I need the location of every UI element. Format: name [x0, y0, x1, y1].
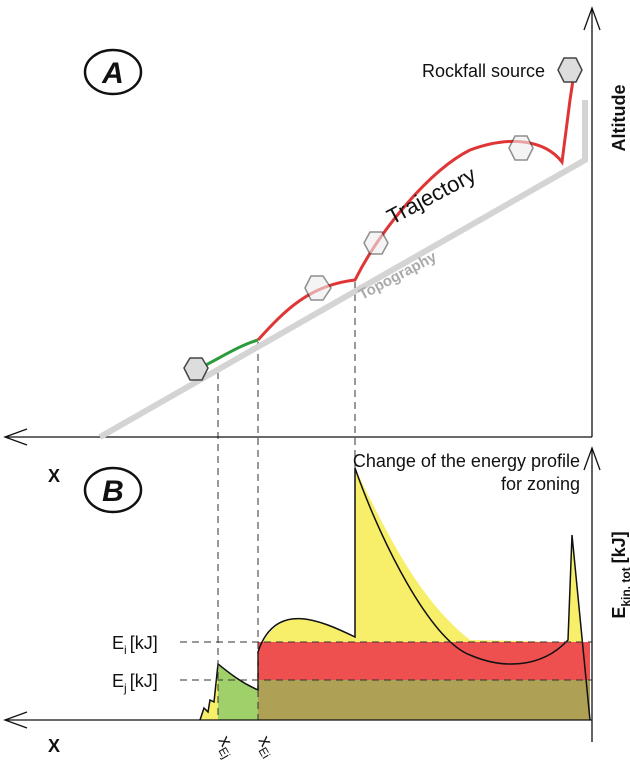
panel-label: B	[102, 475, 124, 508]
zone-high	[258, 642, 590, 680]
topography-line	[98, 100, 588, 440]
zone-mid	[258, 680, 590, 720]
trajectory-label: Trajectory	[383, 162, 480, 230]
x-ej-label: xEj	[211, 732, 242, 761]
x-axis-label: X	[48, 736, 60, 756]
rocks	[183, 57, 583, 381]
energy-area	[200, 668, 218, 720]
note: Change of the energy profile	[353, 451, 580, 471]
y-axis-label: Altitude	[609, 85, 629, 152]
source-label: Rockfall source	[422, 61, 545, 81]
y-axis-label: Ekin, tot[kJ]	[609, 531, 630, 618]
trajectory	[256, 79, 575, 342]
zone-low	[218, 664, 258, 720]
note: for zoning	[501, 474, 580, 494]
ej-label: Ej [kJ]	[112, 671, 158, 695]
panel-label: A	[101, 57, 124, 90]
x-axis-label: X	[48, 466, 60, 486]
energy-curve	[199, 467, 591, 721]
guides	[180, 282, 592, 720]
x-ei-label: xEi	[251, 732, 282, 761]
ei-label: Ei [kJ]	[112, 633, 158, 657]
axes	[3, 6, 601, 742]
